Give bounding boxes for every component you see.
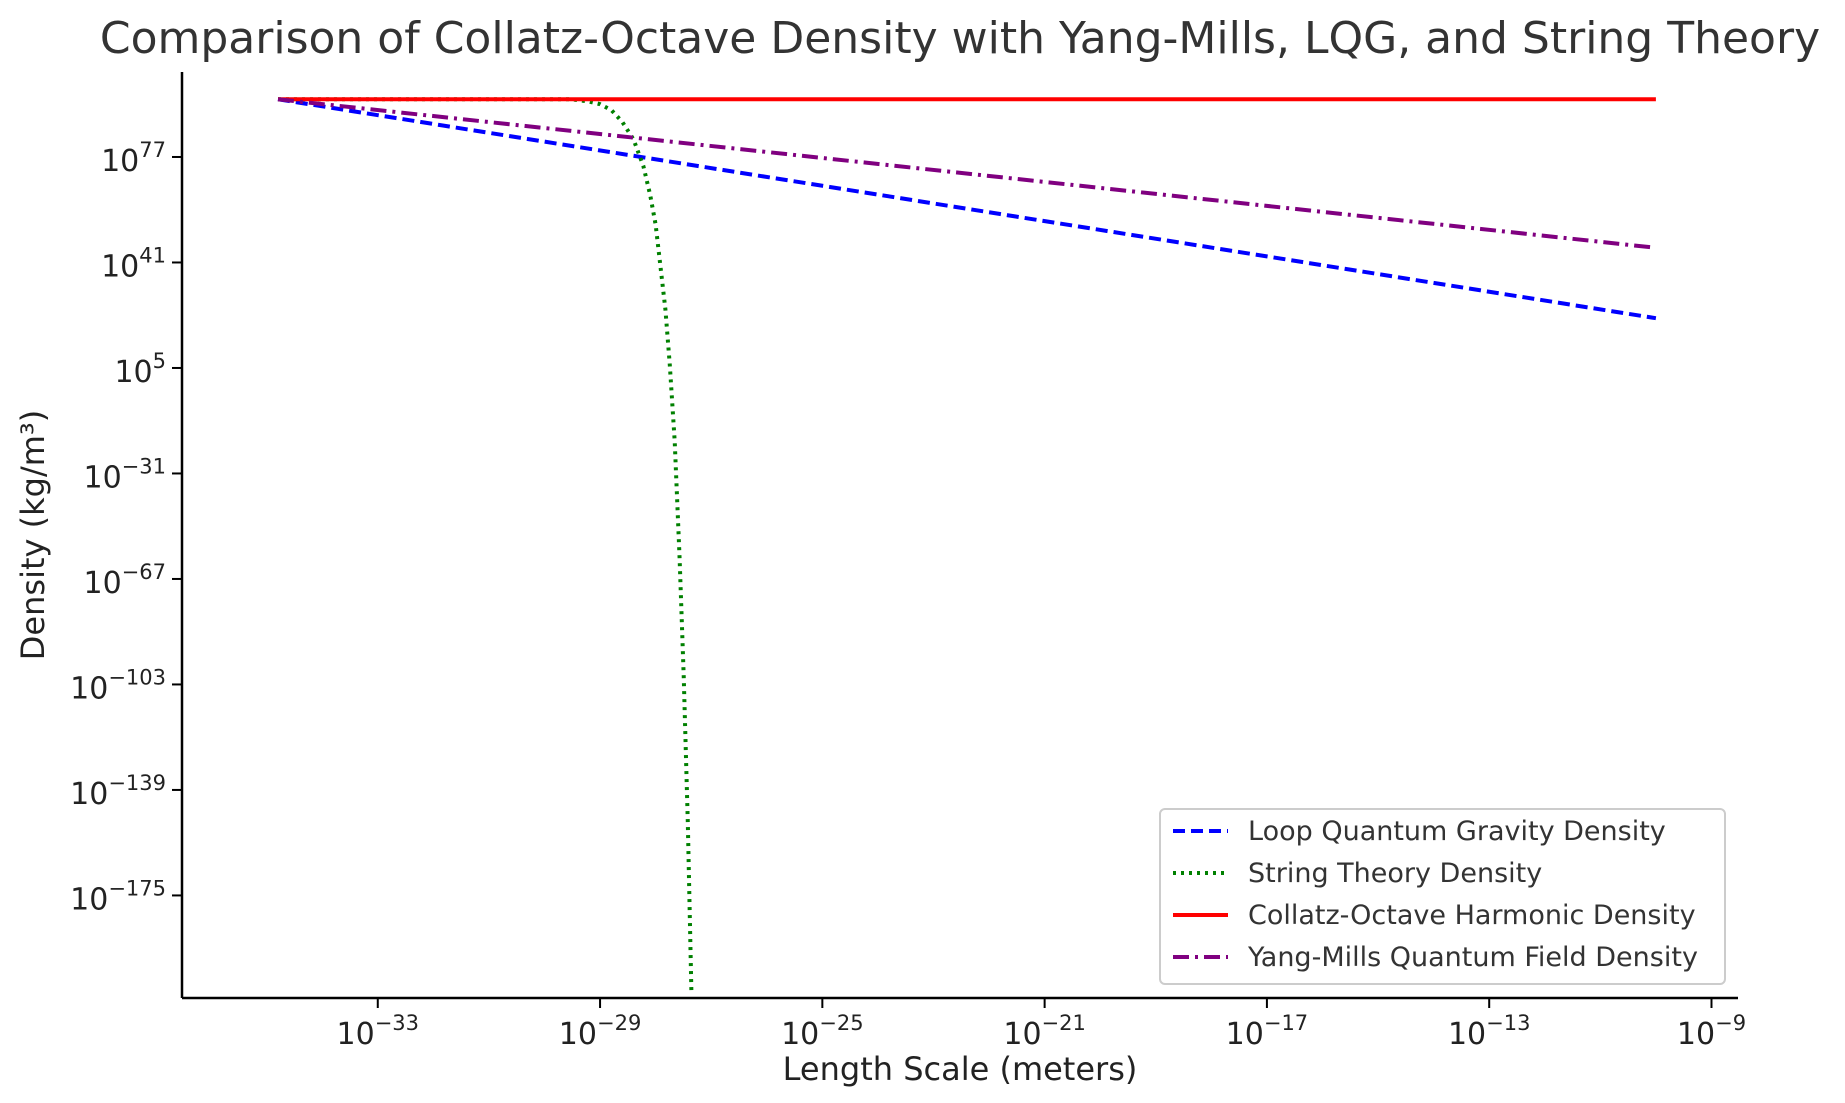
x-tick-label: 10−21 [1003,1011,1086,1052]
x-tick-label: 10−29 [559,1011,642,1052]
legend-label-collatz-octave-harmonic-density: Collatz-Octave Harmonic Density [1248,900,1696,931]
series-layer [277,97,1657,993]
x-tick-label: 10−33 [337,1011,420,1052]
series-line-string-theory-density [278,97,694,993]
y-tick-label: 10−31 [83,454,166,495]
y-tick-label: 1077 [101,138,166,179]
legend-frame [1159,808,1726,985]
y-ticks: 1077 1041 105 10−31 10−67 10−103 10−139 10−175 [70,138,182,917]
x-axis-label: Length Scale (meters) [783,1050,1138,1088]
x-tick-label: 10−9 [1677,1011,1746,1052]
legend-label-string-theory-density: String Theory Density [1248,858,1542,889]
legend-label-yang-mills-quantum-field-density: Yang-Mills Quantum Field Density [1247,942,1698,973]
x-ticks: 10−33 10−29 10−25 10−21 10−17 10−13 10−9 [337,998,1746,1052]
series-line-yang-mills-quantum-field-density [277,97,1657,250]
x-tick-label: 10−17 [1226,1011,1309,1052]
chart-title: Comparison of Collatz-Octave Density wit… [100,13,1820,64]
y-tick-label: 10−175 [70,876,166,917]
legend: Loop Quantum Gravity Density String Theor… [1159,808,1726,985]
y-tick-label: 10−67 [83,560,166,601]
y-tick-label: 1041 [101,243,166,284]
y-tick-label: 105 [114,349,166,390]
y-axis-label: Density (kg/m³) [14,410,52,660]
series-line-loop-quantum-gravity-density [277,97,1657,321]
legend-items: Loop Quantum Gravity Density String Theor… [1173,816,1698,973]
y-tick-label: 10−103 [70,665,166,706]
x-tick-label: 10−13 [1448,1011,1531,1052]
legend-label-loop-quantum-gravity-density: Loop Quantum Gravity Density [1248,816,1666,847]
y-tick-label: 10−139 [70,771,166,812]
x-tick-label: 10−25 [781,1011,864,1052]
